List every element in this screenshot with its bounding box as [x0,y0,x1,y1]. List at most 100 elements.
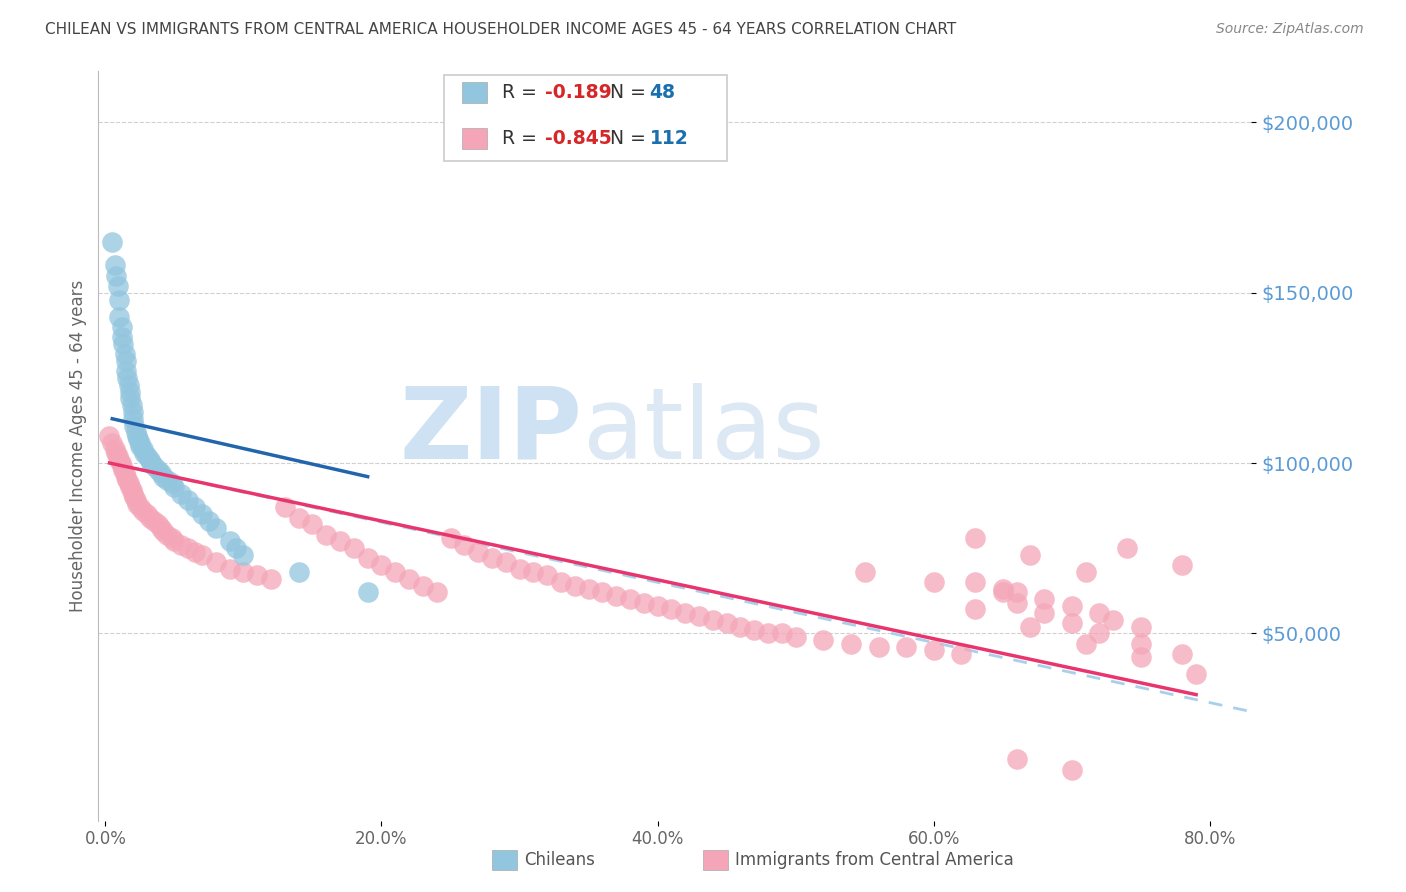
Point [453,538,475,552]
Text: Chileans: Chileans [524,851,595,869]
Point [1019,548,1042,562]
Point [839,636,862,650]
Point [118,377,141,392]
Text: Immigrants from Central America: Immigrants from Central America [735,851,1014,869]
Point [132,446,155,460]
Point [1102,613,1125,627]
Point [152,524,174,538]
Point [170,486,193,500]
Point [965,602,987,616]
Point [1060,616,1083,631]
Point [1088,606,1111,620]
Text: 48: 48 [650,83,675,102]
Point [198,514,221,528]
Text: N =: N = [598,128,651,147]
Point [138,452,160,467]
Point [647,599,669,613]
Point [105,446,128,460]
Point [127,432,149,446]
Point [495,555,517,569]
Point [170,538,193,552]
Point [104,259,127,273]
Text: atlas: atlas [582,383,824,480]
FancyBboxPatch shape [461,82,486,103]
Point [661,602,683,616]
Point [439,531,461,545]
Point [1033,606,1056,620]
Point [716,616,738,631]
Point [117,473,139,487]
Point [550,575,572,590]
Point [1171,558,1194,573]
Point [619,592,641,607]
Text: ZIP: ZIP [399,383,582,480]
Point [225,541,247,556]
Point [115,354,138,368]
Text: R =: R = [502,128,543,147]
Point [868,640,890,654]
Point [163,534,186,549]
Point [152,469,174,483]
Point [509,561,531,575]
Point [191,548,214,562]
Text: -0.189: -0.189 [544,83,612,102]
Point [108,293,131,307]
Point [467,544,489,558]
Point [1033,592,1056,607]
Point [1129,636,1152,650]
Point [522,565,544,579]
Point [591,585,613,599]
Point [101,435,124,450]
Point [107,449,129,463]
Point [114,467,136,481]
Point [125,493,148,508]
Point [149,521,172,535]
Point [131,504,153,518]
Point [110,456,132,470]
Point [991,585,1014,599]
Point [160,531,183,545]
Point [370,558,392,573]
Point [115,469,138,483]
Point [688,609,710,624]
Point [536,568,558,582]
Point [301,517,323,532]
Point [398,572,420,586]
Point [98,429,121,443]
Point [965,575,987,590]
Point [112,336,135,351]
Point [121,483,143,498]
Point [104,442,127,457]
Point [120,392,142,406]
Point [246,568,269,582]
Point [139,456,162,470]
Point [730,619,752,633]
Point [578,582,600,596]
Text: Source: ZipAtlas.com: Source: ZipAtlas.com [1216,22,1364,37]
Point [204,521,226,535]
Point [191,507,214,521]
Point [108,310,131,324]
Point [564,579,586,593]
Point [1129,650,1152,665]
Point [232,565,254,579]
Point [991,582,1014,596]
Point [163,480,186,494]
Point [922,575,945,590]
Point [108,452,131,467]
Text: CHILEAN VS IMMIGRANTS FROM CENTRAL AMERICA HOUSEHOLDER INCOME AGES 45 - 64 YEARS: CHILEAN VS IMMIGRANTS FROM CENTRAL AMERI… [45,22,956,37]
Point [384,565,406,579]
Point [1129,619,1152,633]
Point [813,633,835,648]
Point [1060,763,1083,777]
Point [142,459,165,474]
Point [605,589,627,603]
Point [965,531,987,545]
Point [101,235,124,249]
Point [274,500,297,515]
Point [756,626,779,640]
Point [1116,541,1139,556]
Point [124,490,146,504]
Point [135,449,157,463]
Point [111,459,134,474]
